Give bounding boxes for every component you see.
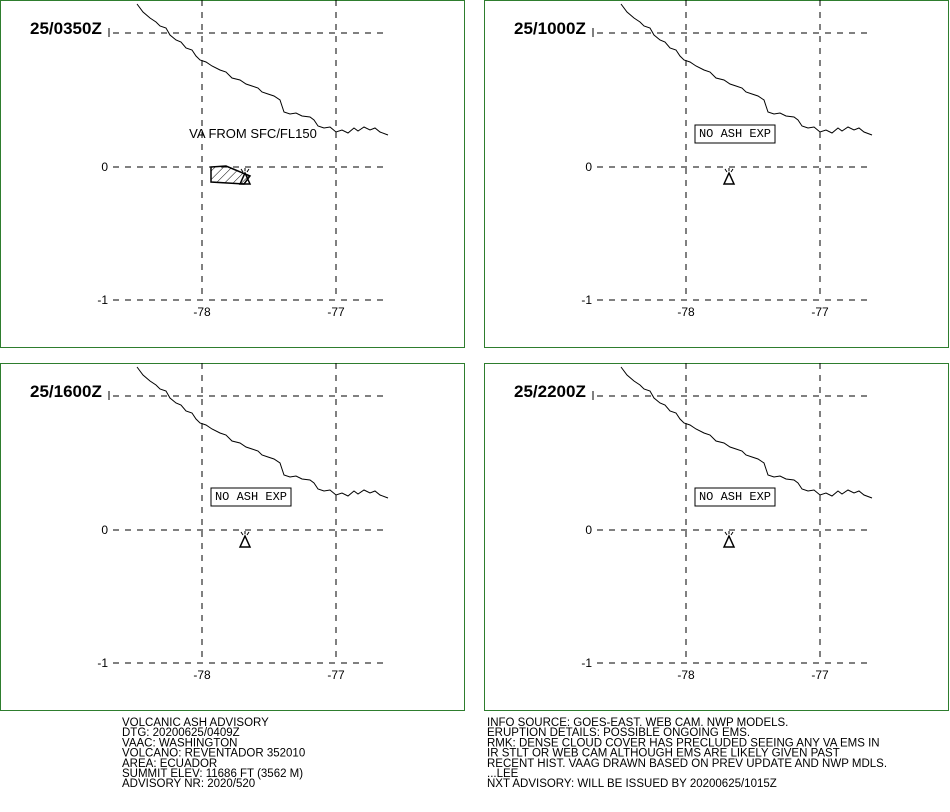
note-box <box>694 124 776 144</box>
panel-border <box>0 363 465 711</box>
coastline <box>620 366 873 499</box>
volcano-icon <box>238 534 252 548</box>
map-panel: 0 -1 -78 -77 25/1600Z NO ASH EXP <box>0 363 465 711</box>
lat-tick-label: 0 <box>585 160 592 174</box>
advisory-line: VOLCANO: REVENTADOR 352010 <box>122 748 305 760</box>
lat-tick-label: -1 <box>97 656 108 670</box>
advisory-line: SUMMIT ELEV: 11686 FT (3562 M) <box>122 768 303 780</box>
advisory-line: NXT ADVISORY: WILL BE ISSUED BY 20200625… <box>487 778 777 790</box>
forecast-note: VA FROM SFC/FL150 <box>189 126 317 141</box>
advisory-line: INFO SOURCE: GOES-EAST. WEB CAM. NWP MOD… <box>487 717 788 729</box>
note-box <box>694 487 776 507</box>
lon-tick-label: -77 <box>327 305 345 319</box>
forecast-note: NO ASH EXP <box>215 490 287 504</box>
lat-tick-label: 0 <box>101 160 108 174</box>
valid-time: 25/2200Z <box>514 382 586 401</box>
forecast-note: NO ASH EXP <box>699 127 771 141</box>
lat-tick-label: -1 <box>97 293 108 307</box>
lat-tick-label: -1 <box>581 656 592 670</box>
volcano-plume <box>240 168 250 173</box>
map-panel: 0 -1 -78 -77 25/0350Z VA FROM SFC/FL150 <box>0 0 465 348</box>
lon-tick-label: -77 <box>327 668 345 682</box>
lat-tick-label: -1 <box>581 293 592 307</box>
volcano-icon <box>238 171 252 185</box>
volcano-plume <box>240 531 250 536</box>
volcano-plume <box>724 531 734 536</box>
panel-border <box>484 363 949 711</box>
volcano-icon <box>722 534 736 548</box>
ash-area <box>210 165 252 185</box>
advisory-line: ADVISORY NR: 2020/520 <box>122 778 255 790</box>
note-box <box>210 487 292 507</box>
lat-tick-label: 0 <box>585 523 592 537</box>
lat-tick-label: 0 <box>101 523 108 537</box>
lon-tick-label: -78 <box>193 668 211 682</box>
advisory-line: VAAC: WASHINGTON <box>122 737 237 749</box>
volcano-icon <box>722 171 736 185</box>
panel-border <box>484 0 949 348</box>
coastline <box>136 3 389 136</box>
valid-time: 25/0350Z <box>30 19 102 38</box>
coastline <box>620 3 873 136</box>
advisory-line: DTG: 20200625/0409Z <box>122 727 240 739</box>
coastline <box>136 366 389 499</box>
valid-time: 25/1600Z <box>30 382 102 401</box>
advisory-line: RECENT HIST. VAAG DRAWN BASED ON PREV UP… <box>487 758 887 770</box>
lon-tick-label: -78 <box>677 305 695 319</box>
map-panel: 0 -1 -78 -77 25/1000Z NO ASH EXP <box>484 0 949 348</box>
valid-time: 25/1000Z <box>514 19 586 38</box>
panel-border <box>0 0 465 348</box>
volcano-plume <box>724 168 734 173</box>
advisory-line: AREA: ECUADOR <box>122 758 217 770</box>
lon-tick-label: -78 <box>193 305 211 319</box>
lon-tick-label: -77 <box>811 668 829 682</box>
advisory-line: VOLCANIC ASH ADVISORY <box>122 717 269 729</box>
lon-tick-label: -77 <box>811 305 829 319</box>
map-panel: 0 -1 -78 -77 25/2200Z NO ASH EXP <box>484 363 949 711</box>
advisory-line: IR STLT OR WEB CAM ALTHOUGH EMS ARE LIKE… <box>487 748 840 760</box>
advisory-line: ...LEE <box>487 768 519 780</box>
advisory-line: ERUPTION DETAILS: POSSIBLE ONGOING EMS. <box>487 727 750 739</box>
advisory-line: RMK: DENSE CLOUD COVER HAS PRECLUDED SEE… <box>487 737 880 749</box>
lon-tick-label: -78 <box>677 668 695 682</box>
forecast-note: NO ASH EXP <box>699 490 771 504</box>
